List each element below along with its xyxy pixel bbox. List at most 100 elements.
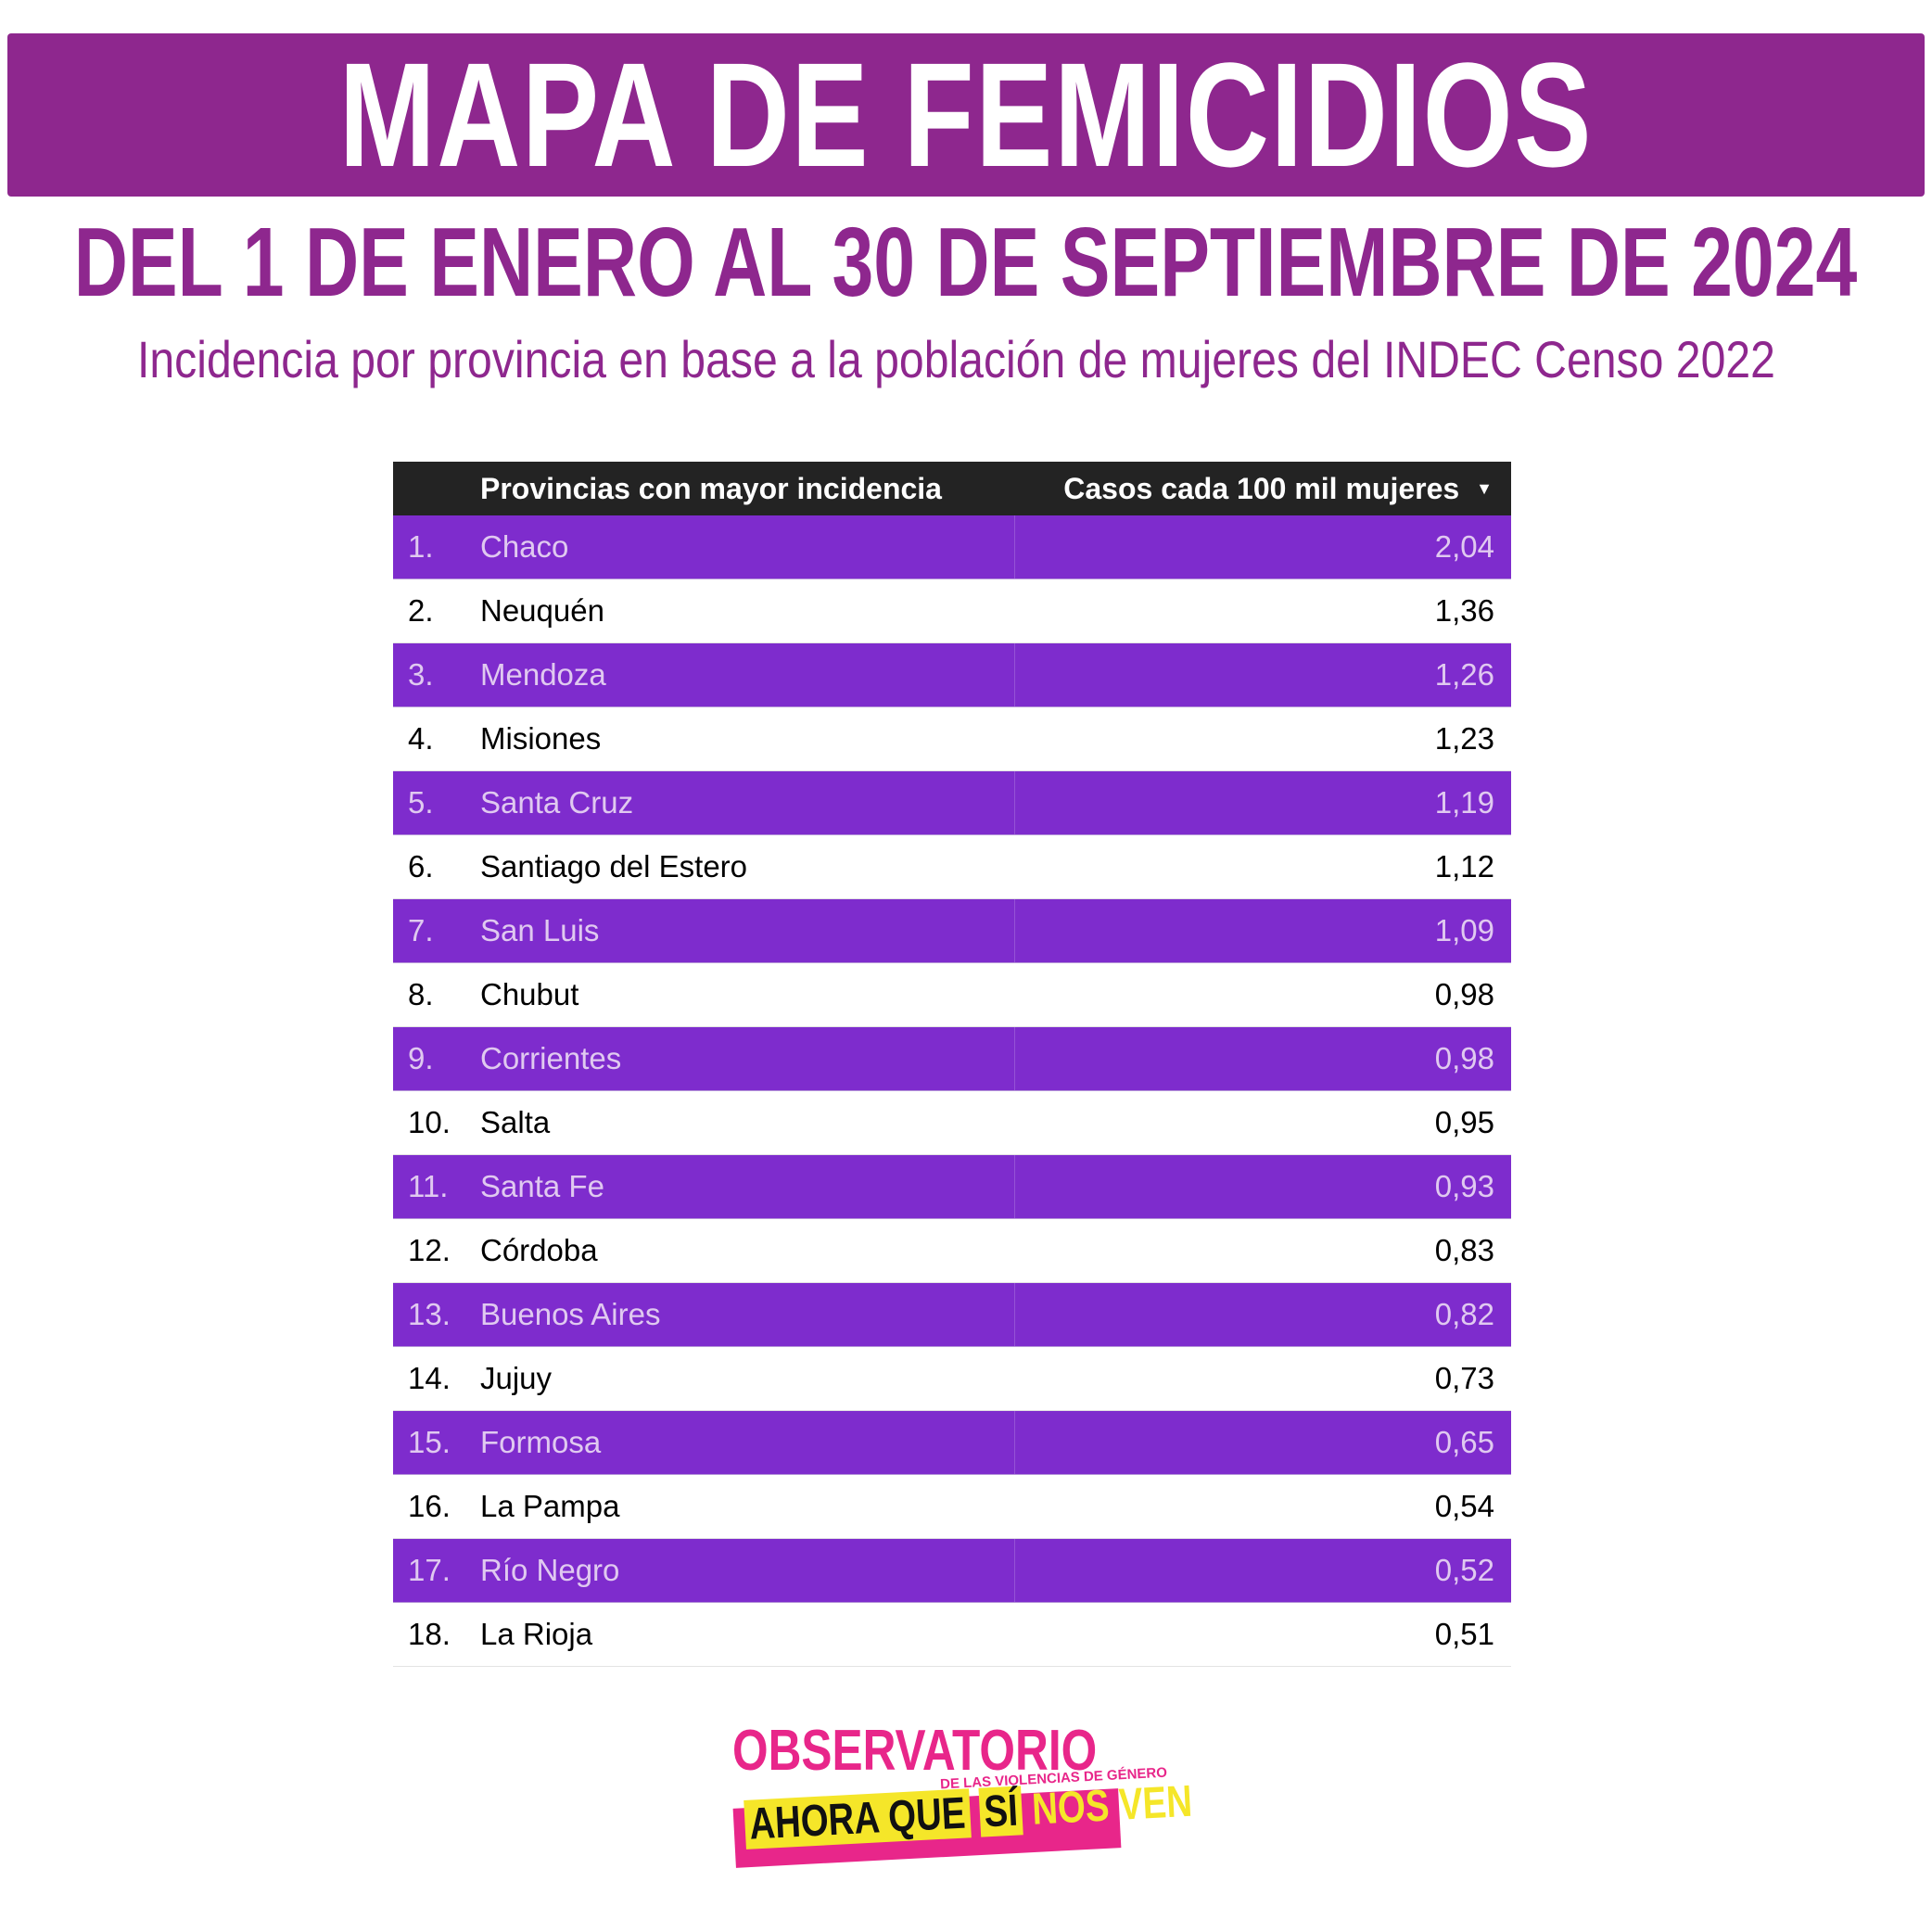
value-cell: 1,26 [1434, 657, 1494, 692]
value-cell: 0,82 [1434, 1297, 1494, 1331]
rank-cell: 15. [408, 1425, 451, 1459]
value-cell: 0,52 [1434, 1553, 1494, 1587]
province-cell: Misiones [480, 721, 602, 756]
table-row: 17. Río Negro 0,52 [393, 1539, 1511, 1603]
province-cell: Salta [480, 1105, 551, 1139]
table-row: 13. Buenos Aires 0,82 [393, 1283, 1511, 1347]
rank-cell: 13. [408, 1297, 451, 1331]
value-cell: 0,73 [1434, 1361, 1494, 1395]
logo-slogan-right: NOS VEN [1030, 1776, 1194, 1835]
column-divider [1014, 1283, 1015, 1346]
title-band: MAPA DE FEMICIDIOS [7, 33, 1925, 197]
incidence-table: Provincias con mayor incidencia Casos ca… [393, 462, 1511, 1667]
caption-text: Incidencia por provincia en base a la po… [137, 330, 1775, 388]
table-row: 11. Santa Fe 0,93 [393, 1155, 1511, 1219]
rank-cell: 10. [408, 1105, 451, 1139]
rank-cell: 4. [408, 721, 434, 756]
table-row: 18. La Rioja 0,51 [393, 1603, 1511, 1667]
rank-cell: 6. [408, 849, 434, 883]
province-cell: Mendoza [480, 657, 606, 692]
rank-cell: 14. [408, 1361, 451, 1395]
value-cell: 0,54 [1434, 1489, 1494, 1523]
province-cell: Buenos Aires [480, 1297, 661, 1331]
caption: Incidencia por provincia en base a la po… [137, 326, 1899, 393]
rank-cell: 2. [408, 593, 434, 628]
rank-cell: 9. [408, 1041, 434, 1075]
rank-cell: 12. [408, 1233, 451, 1267]
value-cell: 0,83 [1434, 1233, 1494, 1267]
column-divider [1014, 515, 1015, 578]
province-cell: Corrientes [480, 1041, 622, 1075]
province-cell: La Pampa [480, 1489, 620, 1523]
province-cell: Río Negro [480, 1553, 620, 1587]
province-cell: Santiago del Estero [480, 849, 748, 883]
table-row: 10. Salta 0,95 [393, 1091, 1511, 1155]
column-divider [1014, 771, 1015, 834]
province-cell: Formosa [480, 1425, 602, 1459]
observatorio-logo: OBSERVATORIO DE LAS VIOLENCIAS DE GÉNERO… [732, 1719, 1193, 1880]
value-cell: 2,04 [1434, 529, 1494, 564]
logo-title: OBSERVATORIO [732, 1719, 1098, 1783]
province-cell: Santa Cruz [480, 785, 634, 820]
table-row: 4. Misiones 1,23 [393, 707, 1511, 771]
rank-cell: 17. [408, 1553, 451, 1587]
column-header-province[interactable]: Provincias con mayor incidencia [480, 471, 942, 505]
table-row: 12. Córdoba 0,83 [393, 1219, 1511, 1283]
rank-cell: 7. [408, 913, 434, 947]
value-cell: 0,98 [1434, 1041, 1494, 1075]
column-divider [1014, 1539, 1015, 1602]
table-row: 5. Santa Cruz 1,19 [393, 771, 1511, 835]
rank-cell: 3. [408, 657, 434, 692]
value-cell: 1,12 [1434, 849, 1494, 883]
table-row: 2. Neuquén 1,36 [393, 579, 1511, 643]
column-divider [1014, 643, 1015, 706]
table-row: 6. Santiago del Estero 1,12 [393, 835, 1511, 899]
table-row: 8. Chubut 0,98 [393, 963, 1511, 1027]
table-row: 3. Mendoza 1,26 [393, 643, 1511, 707]
value-cell: 1,19 [1434, 785, 1494, 820]
value-cell: 1,09 [1434, 913, 1494, 947]
subtitle-text: DEL 1 DE ENERO AL 30 DE SEPTIEMBRE DE 20… [74, 208, 1858, 317]
province-cell: Santa Fe [480, 1169, 604, 1203]
table-body: 1. Chaco 2,04 2. Neuquén 1,36 3. Mendoza 1,26 4. M… [393, 515, 1511, 1667]
rank-cell: 5. [408, 785, 434, 820]
value-cell: 0,95 [1434, 1105, 1494, 1139]
table-header: Provincias con mayor incidencia Casos ca… [393, 462, 1511, 515]
logo-slogan-highlight: SÍ [978, 1786, 1023, 1837]
value-cell: 0,51 [1434, 1617, 1494, 1651]
table-row: 15. Formosa 0,65 [393, 1411, 1511, 1475]
province-cell: Chubut [480, 977, 579, 1011]
date-range-subtitle: DEL 1 DE ENERO AL 30 DE SEPTIEMBRE DE 20… [0, 211, 1932, 313]
logo-slogan-left: AHORA QUE [744, 1788, 972, 1849]
column-divider [1014, 1155, 1015, 1218]
province-cell: Jujuy [480, 1361, 553, 1395]
rank-cell: 18. [408, 1617, 451, 1651]
column-header-value-label: Casos cada 100 mil mujeres [1063, 471, 1460, 505]
table-row: 9. Corrientes 0,98 [393, 1027, 1511, 1091]
value-cell: 1,23 [1434, 721, 1494, 756]
rank-cell: 16. [408, 1489, 451, 1523]
value-cell: 0,93 [1434, 1169, 1494, 1203]
logo-slogan: AHORA QUE SÍ NOS VEN [744, 1773, 1194, 1855]
column-divider [1014, 1411, 1015, 1474]
sort-descending-icon[interactable]: ▼ [1476, 478, 1493, 498]
province-cell: Neuquén [480, 593, 604, 628]
rank-cell: 8. [408, 977, 434, 1011]
page-title: MAPA DE FEMICIDIOS [338, 32, 1594, 197]
province-cell: La Rioja [480, 1617, 593, 1651]
column-divider [1014, 899, 1015, 962]
province-cell: Chaco [480, 529, 569, 564]
value-cell: 1,36 [1434, 593, 1494, 628]
table-row: 16. La Pampa 0,54 [393, 1475, 1511, 1539]
province-cell: San Luis [480, 913, 600, 947]
value-cell: 0,65 [1434, 1425, 1494, 1459]
table-row: 14. Jujuy 0,73 [393, 1347, 1511, 1411]
province-cell: Córdoba [480, 1233, 598, 1267]
value-cell: 0,98 [1434, 977, 1494, 1011]
table-row: 7. San Luis 1,09 [393, 899, 1511, 963]
rank-cell: 1. [408, 529, 434, 564]
column-divider [1014, 1027, 1015, 1090]
column-header-value[interactable]: Casos cada 100 mil mujeres ▼ [1063, 462, 1493, 515]
table-row: 1. Chaco 2,04 [393, 515, 1511, 579]
rank-cell: 11. [408, 1169, 449, 1203]
